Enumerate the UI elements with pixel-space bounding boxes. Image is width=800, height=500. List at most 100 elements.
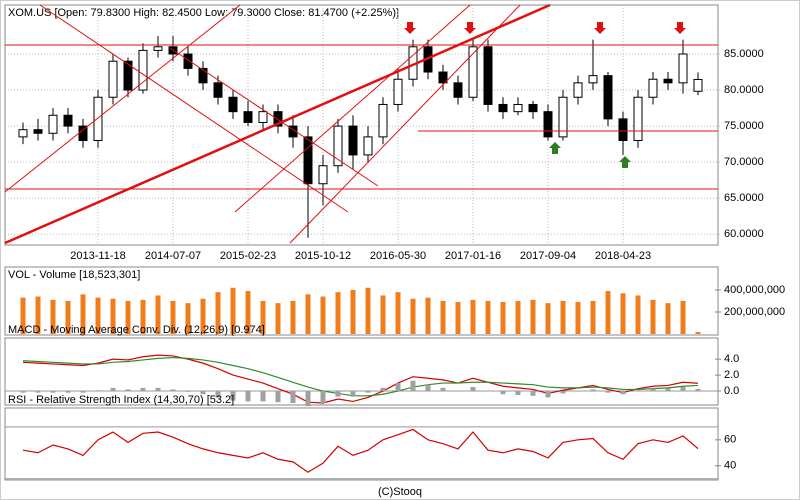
y-tick-label: 65.0000 — [724, 192, 764, 204]
histogram-bar — [260, 391, 266, 402]
x-tick-label: 2016-05-30 — [370, 250, 426, 262]
volume-bar — [380, 295, 386, 334]
volume-bar — [440, 300, 446, 334]
x-tick-label: 2018-04-23 — [595, 250, 651, 262]
trendline — [39, 4, 349, 213]
volume-bar — [695, 331, 701, 334]
candle-body — [153, 46, 163, 51]
histogram-bar — [110, 387, 116, 392]
histogram-bar — [170, 389, 176, 392]
histogram-bar — [140, 387, 146, 392]
candle-body — [393, 78, 403, 105]
volume-panel — [4, 266, 719, 336]
candle-body — [183, 53, 193, 69]
candle-body — [633, 96, 643, 141]
panel-title: MACD - Moving Average Conv. Div. (12,26,… — [8, 324, 265, 336]
volume-bar — [470, 299, 476, 334]
candle-body — [648, 78, 658, 98]
candle-body — [33, 129, 43, 134]
volume-bar — [215, 292, 221, 334]
candle-body — [303, 136, 313, 185]
volume-bar — [665, 303, 671, 334]
y-tick-label: 0.0 — [724, 385, 739, 397]
histogram-bar — [185, 391, 191, 392]
histogram-bar — [620, 391, 626, 395]
histogram-bar — [500, 391, 506, 395]
candle-body — [528, 103, 538, 113]
x-tick-label: 2015-02-23 — [220, 250, 276, 262]
histogram-bar — [80, 391, 86, 393]
candle-body — [138, 49, 148, 91]
histogram-bar — [410, 380, 416, 392]
volume-bar — [110, 298, 116, 334]
volume-bar — [335, 292, 341, 334]
y-tick-label: 40 — [724, 460, 736, 472]
volume-bar — [395, 292, 401, 334]
histogram-bar — [530, 391, 536, 396]
candle-body — [468, 46, 478, 98]
candle-body — [603, 75, 613, 120]
candle-body — [663, 78, 673, 84]
candle-body — [558, 96, 568, 138]
price-panel — [4, 4, 719, 246]
x-tick-label: 2013-11-18 — [70, 250, 125, 262]
volume-bar — [590, 300, 596, 334]
histogram-bar — [470, 387, 476, 392]
volume-bar — [650, 299, 656, 334]
histogram-bar — [155, 387, 161, 392]
panel-title: VOL - Volume [18,523,301] — [8, 269, 140, 281]
volume-bar — [680, 300, 686, 334]
histogram-bar — [65, 391, 71, 393]
sell-arrow — [404, 22, 416, 34]
candle-body — [333, 125, 343, 167]
histogram-bar — [50, 391, 56, 393]
volume-bar — [290, 300, 296, 334]
volume-bar — [275, 303, 281, 334]
volume-bar — [245, 291, 251, 334]
histogram-bar — [320, 391, 326, 404]
candle-body — [483, 46, 493, 105]
candle-body — [318, 165, 328, 185]
candle-body — [378, 103, 388, 138]
candle-body — [498, 103, 508, 113]
histogram-bar — [95, 390, 101, 392]
macd-line — [22, 354, 699, 404]
trendlines — [4, 3, 718, 245]
histogram-bar — [20, 391, 26, 393]
volume-bar — [200, 298, 206, 334]
histogram-bar — [425, 384, 431, 392]
volume-bar — [365, 287, 371, 334]
volume-bar — [575, 302, 581, 334]
volume-bar — [125, 300, 131, 334]
candle-body — [198, 67, 208, 84]
trendline — [4, 4, 241, 193]
histogram-bar — [440, 387, 446, 392]
histogram-bar — [200, 391, 206, 395]
y-tick-label: 80.0000 — [724, 84, 764, 96]
candle-body — [453, 82, 463, 98]
histogram-bar — [605, 391, 611, 393]
volume-bar — [410, 298, 416, 334]
candle-body — [93, 96, 103, 141]
volume-bar — [140, 299, 146, 334]
candle-body — [363, 136, 373, 156]
histogram-bar — [395, 383, 401, 392]
volume-bar — [260, 300, 266, 334]
histogram-bar — [650, 388, 656, 392]
candle-body — [678, 53, 688, 84]
histogram-bar — [245, 391, 251, 402]
histogram-bar — [680, 387, 686, 392]
y-tick-label: 75.0000 — [724, 120, 764, 132]
histogram-bar — [515, 391, 521, 396]
volume-bar — [560, 300, 566, 334]
histogram-bar — [125, 389, 131, 392]
volume-bar — [500, 302, 506, 334]
plot-layer: XOM.US [Open: 79.8300 High: 82.4500 Low:… — [5, 5, 785, 480]
histogram-bar — [560, 391, 566, 394]
candle-body — [258, 111, 268, 123]
volume-bar — [20, 297, 26, 334]
histogram-bar — [365, 391, 371, 393]
histogram-bar — [635, 390, 641, 392]
y-tick-label: 400,000,000 — [724, 284, 785, 296]
